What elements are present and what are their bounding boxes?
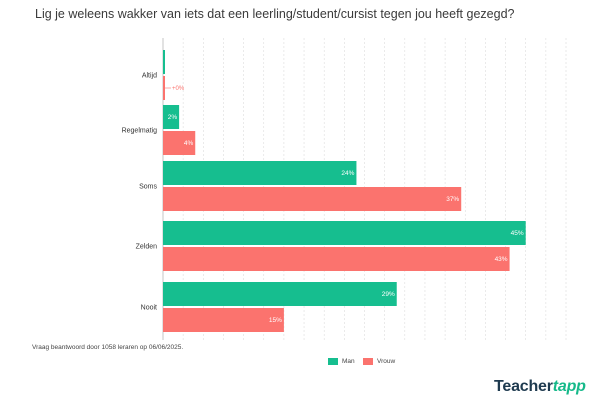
category-label: Zelden [136, 244, 158, 251]
bar-man [163, 50, 165, 74]
chart-title: Lig je weleens wakker van iets dat een l… [35, 7, 515, 21]
bar-vrouw [163, 131, 196, 155]
logo-text-tapp: tapp [552, 378, 586, 395]
bar-vrouw [163, 76, 165, 100]
data-label: 4% [184, 140, 194, 147]
data-label: 37% [446, 196, 459, 203]
legend-item-vrouw: Vrouw [363, 358, 395, 365]
legend-label-man: Man [342, 358, 355, 365]
bar-man [163, 161, 357, 185]
legend-swatch-man [328, 358, 338, 365]
logo-text-teacher: Teacher [494, 378, 553, 395]
legend-swatch-vrouw [363, 358, 373, 365]
footnote: Vraag beantwoord door 1058 leraren op 06… [32, 344, 184, 351]
category-label: Altijd [142, 73, 157, 80]
bar-man [163, 221, 526, 245]
data-label: 43% [495, 256, 508, 263]
data-label: +0% [172, 86, 185, 92]
legend-label-vrouw: Vrouw [377, 358, 396, 365]
bar-man [163, 282, 397, 306]
bar-vrouw [163, 247, 510, 271]
bar-vrouw [163, 187, 462, 211]
teachertapp-logo: Teachertapp [494, 378, 586, 396]
data-label: 24% [341, 170, 354, 177]
data-label: 45% [511, 230, 524, 237]
category-label: Soms [139, 184, 157, 191]
category-label: Nooit [141, 305, 157, 312]
data-label: 15% [269, 317, 282, 324]
bar-vrouw [163, 308, 284, 332]
legend-item-man: Man [328, 358, 355, 365]
legend: Man Vrouw [0, 358, 605, 370]
bar-man [163, 105, 180, 129]
data-label: 2% [168, 114, 178, 121]
data-label: 29% [382, 291, 395, 298]
category-label: Regelmatig [122, 128, 158, 135]
